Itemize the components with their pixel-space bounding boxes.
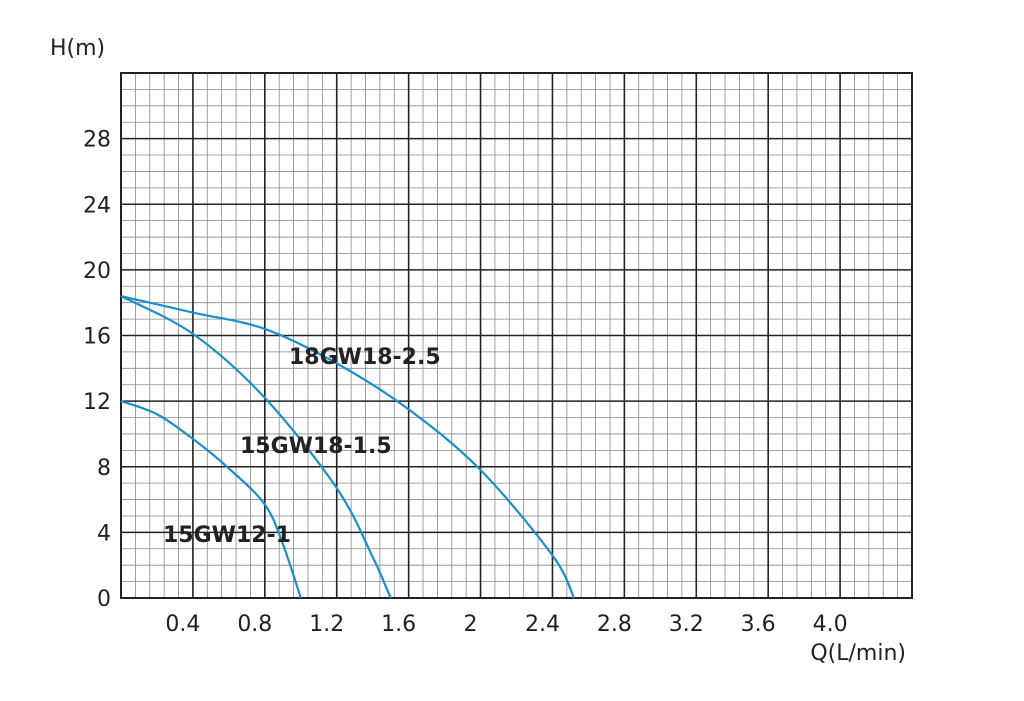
x-tick-label: 2 xyxy=(464,612,478,637)
y-tick-label: 24 xyxy=(83,193,111,218)
y-tick-label: 8 xyxy=(97,456,111,481)
x-tick-label: 2.4 xyxy=(525,612,560,637)
x-tick-label: 4.0 xyxy=(813,612,848,637)
y-tick-label: 28 xyxy=(83,128,111,153)
y-tick-label: 20 xyxy=(83,259,111,284)
curve xyxy=(120,295,576,599)
x-axis-label: Q(L/min) xyxy=(810,641,906,666)
curve-label: 18GW18-2.5 xyxy=(289,345,441,370)
curve xyxy=(120,295,392,599)
curve xyxy=(120,400,302,599)
x-tick-label: 3.6 xyxy=(741,612,776,637)
y-axis-label: H(m) xyxy=(50,36,105,61)
x-tick-label: 0.8 xyxy=(237,612,272,637)
y-tick-label: 16 xyxy=(83,325,111,350)
curve-label: 15GW18-1.5 xyxy=(240,434,392,459)
x-tick-label: 2.8 xyxy=(597,612,632,637)
y-tick-label: 0 xyxy=(97,587,111,612)
x-tick-label: 0.4 xyxy=(165,612,200,637)
plot-frame xyxy=(120,72,913,599)
y-tick-label: 12 xyxy=(83,390,111,415)
curve-label: 15GW12-1 xyxy=(163,523,291,548)
x-tick-label: 3.2 xyxy=(669,612,704,637)
x-tick-label: 1.2 xyxy=(309,612,344,637)
x-tick-label: 1.6 xyxy=(381,612,416,637)
y-tick-label: 4 xyxy=(97,521,111,546)
